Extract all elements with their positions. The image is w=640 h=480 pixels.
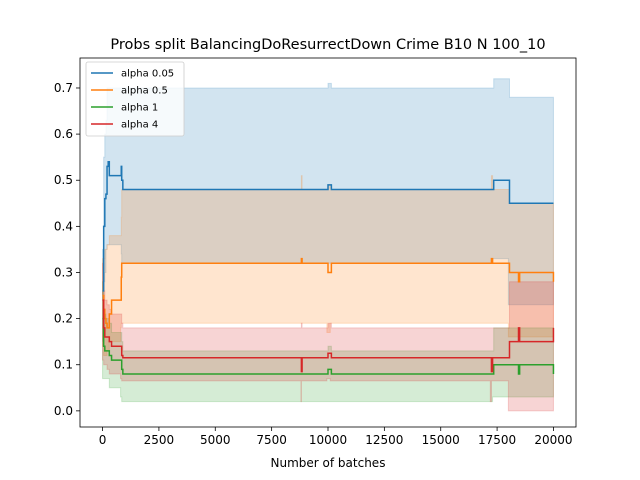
x-tick-label: 2500 xyxy=(144,433,175,447)
series-line-alpha-0-05 xyxy=(102,161,554,292)
y-tick-label: 0.0 xyxy=(54,404,73,418)
y-tick-label: 0.7 xyxy=(54,81,73,95)
series-line-alpha-4 xyxy=(102,299,555,373)
y-tick-label: 0.4 xyxy=(54,219,73,233)
band-alpha-1 xyxy=(102,281,554,403)
chart-title: Probs split BalancingDoResurrectDown Cri… xyxy=(110,37,545,53)
x-tick-label: 12500 xyxy=(365,433,403,447)
x-tick-label: 15000 xyxy=(422,433,460,447)
y-tick-label: 0.1 xyxy=(54,358,73,372)
legend-box xyxy=(85,61,185,137)
x-tick-label: 17500 xyxy=(478,433,516,447)
x-tick-label: 10000 xyxy=(309,433,347,447)
y-axis: 0.0 0.1 0.2 0.3 0.4 0.5 0.6 0.7 xyxy=(54,81,80,418)
y-tick-label: 0.6 xyxy=(54,127,73,141)
legend-label-alpha-0-5: alpha 0.5 xyxy=(121,86,168,97)
legend-label-alpha-1: alpha 1 xyxy=(121,103,158,114)
x-tick-label: 20000 xyxy=(534,433,572,447)
series-line-alpha-1 xyxy=(102,317,555,375)
x-tick-label: 5000 xyxy=(200,433,231,447)
y-tick-label: 0.2 xyxy=(54,312,73,326)
y-tick-label: 0.3 xyxy=(54,265,73,279)
x-tick-label: 7500 xyxy=(256,433,287,447)
x-axis-label: Number of batches xyxy=(271,456,386,470)
y-tick-label: 0.5 xyxy=(54,173,73,187)
legend-label-alpha-0-05: alpha 0.05 xyxy=(121,69,174,80)
x-tick-label: 0 xyxy=(99,433,107,447)
x-axis: 0 2500 5000 7500 10000 12500 15000 17500 20000 xyxy=(99,427,573,447)
series-line-alpha-0-5 xyxy=(102,257,555,329)
legend: alpha 0.05 alpha 0.5 alpha 1 alpha 4 xyxy=(85,61,185,137)
series-lines xyxy=(102,161,555,375)
legend-label-alpha-4: alpha 4 xyxy=(121,120,158,131)
